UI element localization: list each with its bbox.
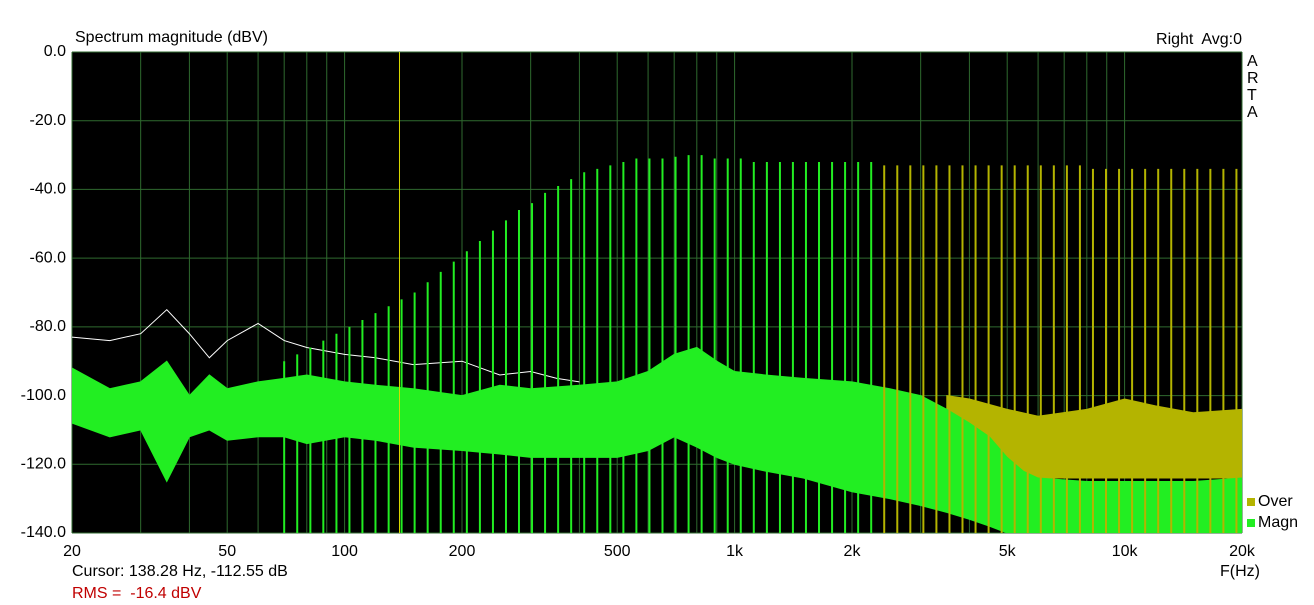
x-tick-label: 2k — [844, 543, 862, 560]
legend-label: Over — [1258, 493, 1293, 510]
logo-letter: A — [1247, 53, 1258, 70]
x-axis-label: F(Hz) — [1220, 563, 1260, 580]
y-tick-label: -20.0 — [30, 112, 67, 129]
chart-title: Spectrum magnitude (dBV) — [75, 29, 268, 46]
x-tick-label: 10k — [1112, 543, 1139, 560]
x-tick-label: 500 — [604, 543, 631, 560]
x-tick-label: 100 — [331, 543, 358, 560]
labels: 0.0 -20.0 -40.0 -60.0 -80.0 -100.0 -120.0 -140.… — [21, 43, 1298, 560]
y-tick-label: -40.0 — [30, 181, 67, 198]
legend-label: Magn — [1258, 514, 1298, 531]
y-tick-label: -60.0 — [30, 249, 67, 266]
y-tick-label: -80.0 — [30, 318, 67, 335]
legend-swatch — [1247, 498, 1255, 506]
x-tick-label: 5k — [999, 543, 1017, 560]
logo-letter: A — [1247, 104, 1258, 121]
y-tick-label: -120.0 — [21, 456, 66, 473]
y-tick-label: -140.0 — [21, 524, 66, 541]
y-tick-label: -100.0 — [21, 387, 66, 404]
marks — [72, 52, 1242, 533]
logo-letter: T — [1247, 87, 1257, 104]
logo-letter: R — [1247, 70, 1259, 87]
channel-label: Right Avg:0 — [1156, 31, 1242, 48]
y-tick-label: 0.0 — [44, 43, 66, 60]
x-tick-label: 200 — [449, 543, 476, 560]
legend-swatch — [1247, 519, 1255, 527]
trace-line — [72, 308, 580, 383]
x-tick-label: 1k — [726, 543, 744, 560]
x-tick-label: 50 — [218, 543, 236, 560]
x-tick-label: 20k — [1229, 543, 1256, 560]
cursor-readout: Cursor: 138.28 Hz, -112.55 dB — [72, 563, 288, 580]
x-tick-label: 20 — [63, 543, 81, 560]
rms-readout: RMS = -16.4 dBV — [72, 585, 202, 602]
